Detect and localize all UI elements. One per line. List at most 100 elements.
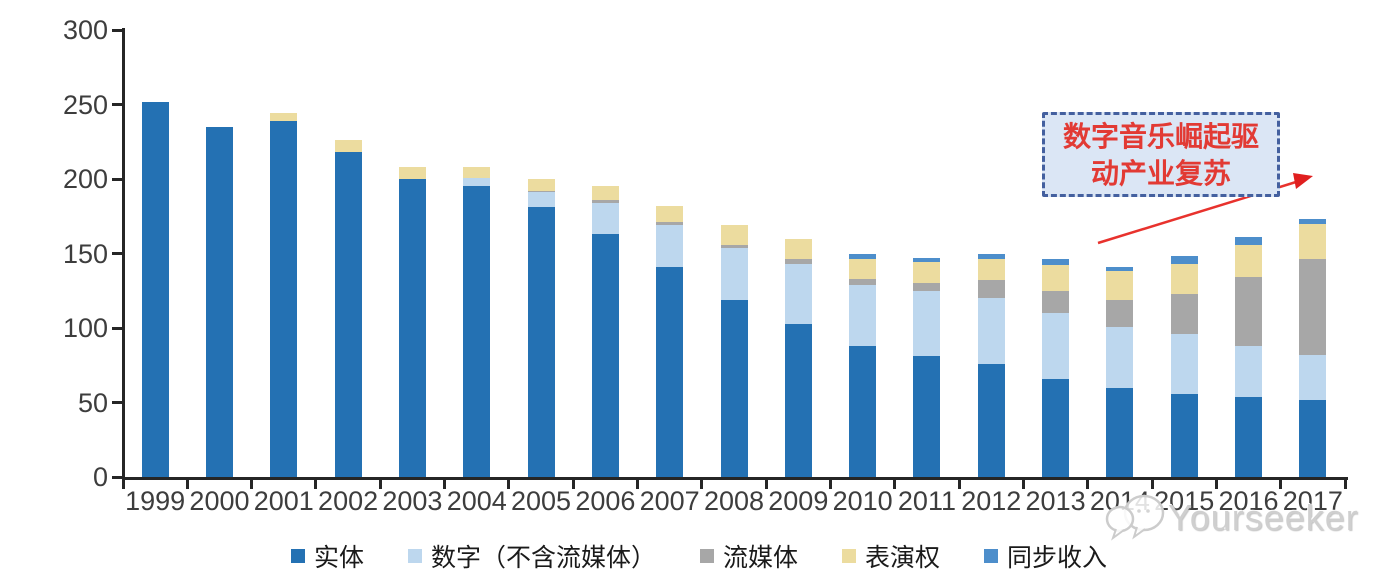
y-tick-label: 300 xyxy=(62,15,108,45)
legend-swatch-icon xyxy=(407,549,422,563)
legend-label: 数字（不含流媒体） xyxy=(430,543,656,572)
bar-segment-2016 xyxy=(1235,396,1263,477)
bar-segment-2010 xyxy=(849,345,877,477)
x-axis-label-2009: 2009 xyxy=(768,486,829,516)
x-tick-mark xyxy=(121,480,125,489)
watermark: Yourseeker xyxy=(1104,492,1359,544)
legend-swatch-icon xyxy=(842,549,856,563)
bar-segment-2009 xyxy=(784,323,812,477)
bar-segment-2002 xyxy=(334,140,362,153)
y-tick-mark xyxy=(112,103,123,106)
bar-segment-2014 xyxy=(1106,271,1134,300)
x-axis-label-2005: 2005 xyxy=(511,486,572,516)
bar-segment-2013 xyxy=(1042,313,1070,379)
x-tick-mark xyxy=(314,480,318,489)
bar-segment-2013 xyxy=(1042,259,1070,266)
x-tick-mark xyxy=(378,480,382,489)
x-axis-label-1999: 1999 xyxy=(125,486,186,516)
x-axis-label-2000: 2000 xyxy=(189,486,250,516)
y-tick-label: 250 xyxy=(62,89,108,120)
x-tick-mark xyxy=(1150,480,1154,489)
bar-segment-2010 xyxy=(849,259,877,279)
x-tick-mark xyxy=(185,480,189,489)
legend-swatch-icon xyxy=(290,549,305,563)
bar-segment-2005 xyxy=(527,179,555,191)
legend-label: 流媒体 xyxy=(722,543,798,572)
bar-segment-2004 xyxy=(463,186,491,477)
legend-label: 实体 xyxy=(313,543,364,572)
bar-segment-2004 xyxy=(463,177,491,187)
legend-item: 同步收入 xyxy=(984,538,1107,574)
legend-swatch-icon xyxy=(699,549,714,563)
watermark-text: Yourseeker xyxy=(1168,497,1359,538)
x-tick-mark xyxy=(1279,480,1283,489)
bar-segment-2006 xyxy=(591,234,619,477)
bar-segment-2014 xyxy=(1106,299,1134,327)
bar-segment-2009 xyxy=(784,259,812,264)
bar-segment-2007 xyxy=(656,222,684,226)
bar-segment-2012 xyxy=(977,259,1005,281)
bar-segment-2007 xyxy=(656,205,684,223)
bar-segment-2005 xyxy=(527,190,555,193)
bar-segment-2014 xyxy=(1106,326,1134,388)
y-tick-mark xyxy=(112,177,123,181)
x-axis-label-2004: 2004 xyxy=(446,486,507,516)
x-tick-mark xyxy=(700,480,704,489)
bar-segment-2001 xyxy=(270,113,298,121)
bar-segment-2011 xyxy=(913,356,941,477)
bar-segment-2010 xyxy=(849,278,877,285)
x-tick-mark xyxy=(828,480,832,489)
annotation-line2: 动产业复苏 xyxy=(1090,156,1231,190)
y-tick-label: 150 xyxy=(62,238,108,269)
legend-label: 表演权 xyxy=(865,543,941,572)
x-axis-line xyxy=(122,477,1348,480)
bar-segment-2011 xyxy=(913,262,941,284)
legend-swatch-icon xyxy=(984,549,999,563)
bar-segment-2010 xyxy=(849,284,877,346)
bar-segment-2011 xyxy=(913,283,941,291)
bar-segment-2005 xyxy=(527,207,555,477)
bar-segment-2009 xyxy=(784,263,812,324)
y-tick-label: 50 xyxy=(77,387,108,418)
annotation-callout: 数字音乐崛起驱 动产业复苏 xyxy=(1042,112,1280,197)
bar-segment-1999 xyxy=(141,101,169,477)
x-tick-mark xyxy=(636,480,640,489)
bar-segment-2005 xyxy=(527,192,555,208)
bar-segment-2011 xyxy=(913,290,941,357)
bar-segment-2006 xyxy=(591,202,619,235)
x-tick-mark xyxy=(250,480,254,489)
bar-segment-2002 xyxy=(334,152,362,477)
legend-item: 数字（不含流媒体） xyxy=(407,538,656,574)
x-axis-label-2003: 2003 xyxy=(382,486,443,516)
bar-segment-2003 xyxy=(398,179,426,477)
bar-segment-2014 xyxy=(1106,387,1134,477)
x-axis-label-2013: 2013 xyxy=(1025,486,1086,516)
bar-segment-2006 xyxy=(591,186,619,200)
bar-segment-2017 xyxy=(1299,259,1327,355)
x-axis-label-2007: 2007 xyxy=(639,486,700,516)
x-tick-mark xyxy=(1086,480,1090,489)
bar-segment-2017 xyxy=(1299,399,1327,477)
x-axis-label-2016: 2016 xyxy=(1218,486,1279,516)
annotation-line1: 数字音乐崛起驱 xyxy=(1062,119,1259,153)
x-axis-label-2006: 2006 xyxy=(575,486,636,516)
legend-item: 实体 xyxy=(290,538,364,574)
bar-segment-2012 xyxy=(977,280,1005,299)
bar-segment-2016 xyxy=(1235,345,1263,397)
bar-segment-2010 xyxy=(849,253,877,260)
x-axis-label-2008: 2008 xyxy=(703,486,765,516)
x-axis-label-2012: 2012 xyxy=(961,486,1022,516)
bar-segment-2006 xyxy=(591,199,619,203)
y-tick-mark xyxy=(112,401,123,404)
bar-segment-2007 xyxy=(656,266,684,477)
y-tick-label: 200 xyxy=(62,164,108,194)
bar-segment-2013 xyxy=(1042,378,1070,477)
y-tick-mark xyxy=(112,475,123,479)
x-tick-mark xyxy=(1021,480,1025,489)
bar-segment-2015 xyxy=(1170,333,1198,394)
bar-segment-2003 xyxy=(398,167,426,179)
bar-segment-2016 xyxy=(1235,244,1263,278)
chat-bubbles-icon xyxy=(1105,494,1165,541)
x-tick-mark xyxy=(507,480,511,489)
